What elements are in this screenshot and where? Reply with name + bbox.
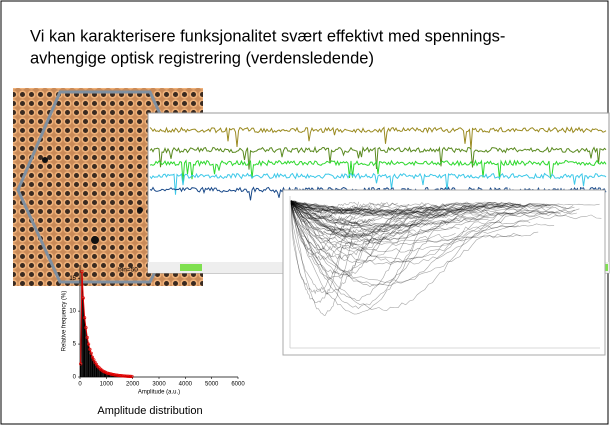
y-tick-label: 10	[69, 309, 76, 315]
y-tick-label: 15	[69, 276, 76, 282]
y-axis-label: Relative frequency (%)	[62, 291, 68, 352]
x-axis-label: Amplitude (a.u.)	[138, 390, 180, 396]
x-tick-label: 4000	[179, 382, 193, 388]
x-tick-label: 1000	[100, 382, 114, 388]
bar	[85, 328, 86, 377]
x-tick-label: 5000	[205, 382, 219, 388]
histogram-title: bin=50	[118, 267, 138, 274]
x-tick-label: 6000	[231, 382, 245, 388]
x-tick-label: 2000	[126, 382, 140, 388]
title-line: avhengige optisk registrering (verdensle…	[30, 49, 374, 67]
slide: Vi kan karakterisere funksjonalitet svær…	[0, 0, 610, 426]
caption: Amplitude distribution	[97, 405, 202, 417]
bar	[80, 364, 81, 377]
curve-plot	[283, 190, 605, 355]
page: Vi kan karakterisere funksjonalitet svær…	[0, 0, 610, 431]
title-line: Vi kan karakterisere funksjonalitet svær…	[30, 27, 505, 45]
x-tick-label: 3000	[152, 382, 166, 388]
